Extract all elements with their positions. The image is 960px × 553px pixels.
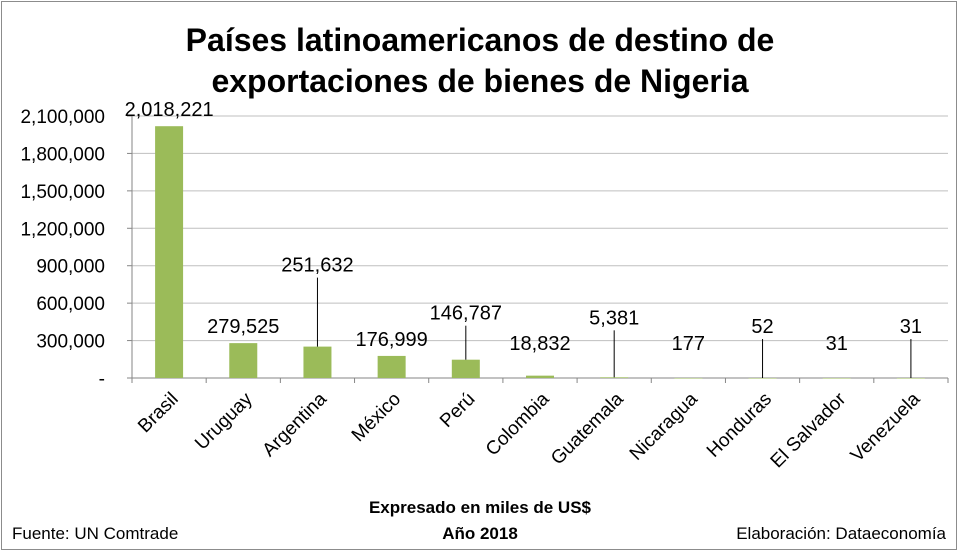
x-tick-label: Perú <box>436 389 479 432</box>
chart-title-line-2: exportaciones de bienes de Nigeria <box>211 63 749 99</box>
data-label: 279,525 <box>207 316 279 338</box>
x-tick-label: Colombia <box>482 388 554 460</box>
gridlines <box>132 115 948 379</box>
x-tick-label: Honduras <box>703 389 776 462</box>
bar <box>451 359 480 378</box>
unit-note: Expresado en miles de US$ <box>368 498 592 517</box>
y-tick-label: 600,000 <box>36 294 105 315</box>
data-label: 18,832 <box>509 333 570 355</box>
x-tick-label: Brasil <box>134 389 182 437</box>
bar <box>229 343 258 378</box>
data-label: 177 <box>672 333 705 355</box>
data-label: 31 <box>826 333 848 355</box>
data-label: 146,787 <box>430 303 502 325</box>
bar <box>155 126 184 378</box>
bar <box>526 375 554 378</box>
x-tick-label: Nicaragua <box>626 388 702 464</box>
bar <box>600 377 629 378</box>
bar <box>303 346 332 378</box>
author-note: Elaboración: Dataeconomía <box>736 524 946 543</box>
y-tick-label: 2,100,000 <box>20 107 105 128</box>
data-label: 52 <box>751 316 773 338</box>
bar <box>896 377 925 379</box>
x-tick-label: El Salvador <box>767 388 851 472</box>
y-tick-label: 1,800,000 <box>20 144 105 165</box>
x-tick-label: Guatemala <box>547 388 628 469</box>
x-tick-label: Argentina <box>259 388 332 461</box>
y-tick-label: 300,000 <box>36 332 105 353</box>
source-note: Fuente: UN Comtrade <box>12 524 179 543</box>
data-label: 251,632 <box>281 255 353 277</box>
leader-lines <box>316 277 912 378</box>
data-label: 2,018,221 <box>125 99 214 121</box>
data-label: 5,381 <box>589 307 639 329</box>
bar <box>822 377 851 379</box>
bars <box>155 126 925 379</box>
year-note: Año 2018 <box>442 524 518 543</box>
bar <box>674 377 703 379</box>
data-label: 176,999 <box>355 329 427 351</box>
bar <box>748 377 777 379</box>
x-tick-label: Uruguay <box>191 388 257 454</box>
x-axis-labels: Brasil Uruguay Argentina México Perú Colombia… <box>134 388 925 472</box>
x-tick-label: Venezuela <box>847 388 925 466</box>
y-axis: - 300,000 600,000 900,000 1,200,000 1,500,000… <box>20 107 949 390</box>
x-tick-label: México <box>348 389 405 446</box>
y-tick-label: 1,500,000 <box>20 182 105 203</box>
y-tick-label: 900,000 <box>36 257 105 278</box>
y-tick-label: 1,200,000 <box>20 219 105 240</box>
data-label: 31 <box>900 316 922 338</box>
bar <box>377 355 406 378</box>
y-tick-label: - <box>99 369 105 390</box>
chart-title-line-1: Países latinoamericanos de destino de <box>185 22 775 58</box>
